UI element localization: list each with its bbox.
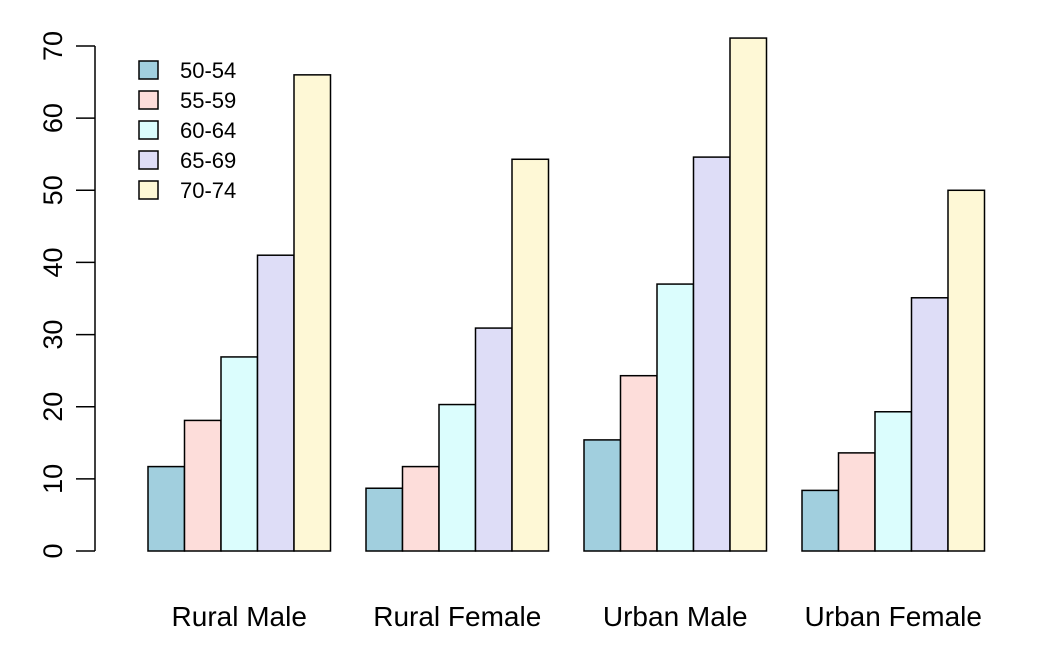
bars-layer	[147, 37, 986, 552]
bar-rural-female-70-74	[511, 158, 550, 552]
y-tick-label-60: 60	[38, 103, 68, 133]
bar-urban-female-60-64	[874, 411, 913, 552]
legend-swatch-70-74	[138, 180, 159, 200]
bar-urban-male-60-64	[656, 283, 695, 552]
y-tick-label-40: 40	[38, 247, 68, 277]
y-tick-label-50: 50	[38, 175, 68, 205]
y-tick-label-70: 70	[38, 31, 68, 61]
category-label-urban-male: Urban Male	[603, 601, 748, 632]
legend-label-60-64: 60-64	[180, 118, 236, 143]
bar-urban-male-65-69	[692, 156, 731, 552]
legend-swatch-50-54	[138, 60, 159, 80]
bar-rural-female-55-59	[401, 465, 440, 552]
category-label-urban-female: Urban Female	[805, 601, 982, 632]
bar-rural-male-50-54	[147, 465, 186, 552]
bar-rural-female-60-64	[438, 403, 477, 552]
bar-urban-male-55-59	[619, 374, 658, 552]
bar-rural-male-55-59	[183, 419, 222, 552]
legend-label-70-74: 70-74	[180, 178, 236, 203]
bar-rural-female-50-54	[365, 487, 404, 552]
legend-swatch-65-69	[138, 150, 159, 170]
y-tick-label-30: 30	[38, 320, 68, 350]
bar-urban-female-50-54	[801, 489, 840, 552]
y-tick-label-10: 10	[38, 464, 68, 494]
legend: 50-54 55-59 60-64 65-69 70-74	[115, 40, 275, 222]
category-labels: Rural Male Rural Female Urban Male Urban Fe…	[172, 601, 982, 632]
category-label-rural-female: Rural Female	[373, 601, 541, 632]
bar-rural-male-70-74	[293, 74, 332, 552]
legend-label-50-54: 50-54	[180, 58, 236, 83]
bar-urban-male-50-54	[583, 439, 622, 552]
y-tick-label-0: 0	[38, 543, 68, 558]
bar-urban-female-65-69	[910, 297, 949, 552]
legend-swatch-55-59	[138, 90, 159, 110]
legend-label-65-69: 65-69	[180, 148, 236, 173]
legend-swatch-60-64	[138, 120, 159, 140]
bar-urban-female-70-74	[947, 189, 986, 552]
bar-rural-female-65-69	[474, 327, 513, 552]
bar-urban-male-70-74	[729, 37, 768, 552]
bar-rural-male-60-64	[220, 356, 259, 552]
bar-rural-male-65-69	[256, 254, 295, 552]
category-label-rural-male: Rural Male	[172, 601, 307, 632]
y-tick-label-20: 20	[38, 392, 68, 422]
legend-label-55-59: 55-59	[180, 88, 236, 113]
y-axis: 0 10 20 30 40 50 60 70	[38, 31, 96, 559]
bar-urban-female-55-59	[837, 452, 876, 552]
